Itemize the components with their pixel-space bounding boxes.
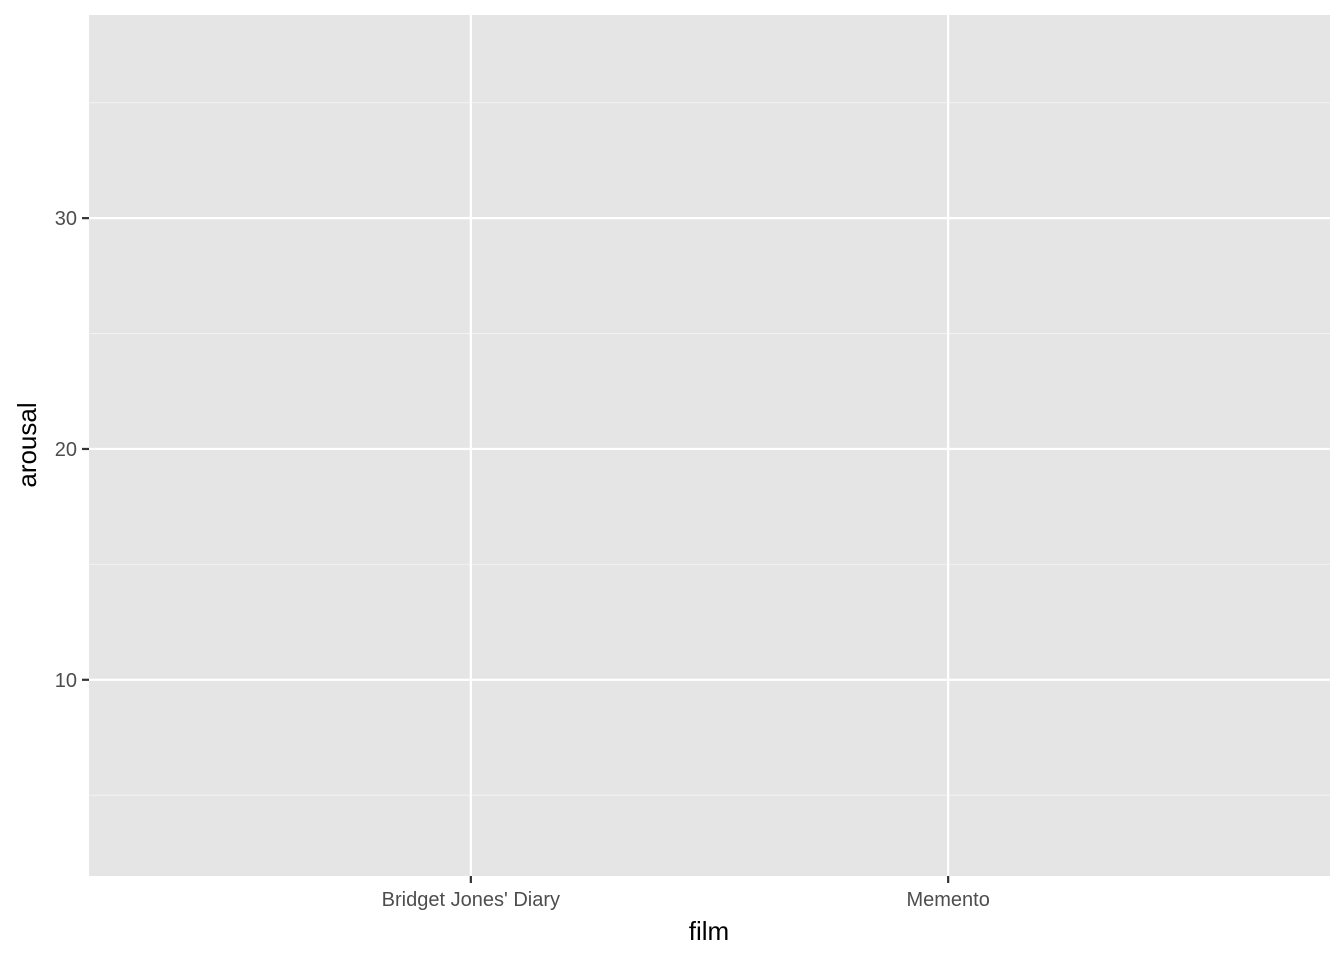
y-tick-label: 30: [55, 208, 77, 230]
y-tick-label: 10: [55, 670, 77, 692]
minor-gridlines: [89, 102, 1330, 796]
y-tick-label: 20: [55, 439, 77, 461]
x-tick-label: Bridget Jones' Diary: [382, 889, 560, 911]
panel-background: [89, 15, 1330, 876]
x-axis: Bridget Jones' Diary Memento: [382, 876, 990, 911]
major-gridlines: [89, 15, 1330, 876]
y-axis: 10 20 30: [55, 208, 89, 692]
y-axis-title: arousal: [12, 402, 42, 487]
x-axis-title: film: [689, 916, 729, 946]
x-tick-label: Memento: [906, 889, 989, 911]
